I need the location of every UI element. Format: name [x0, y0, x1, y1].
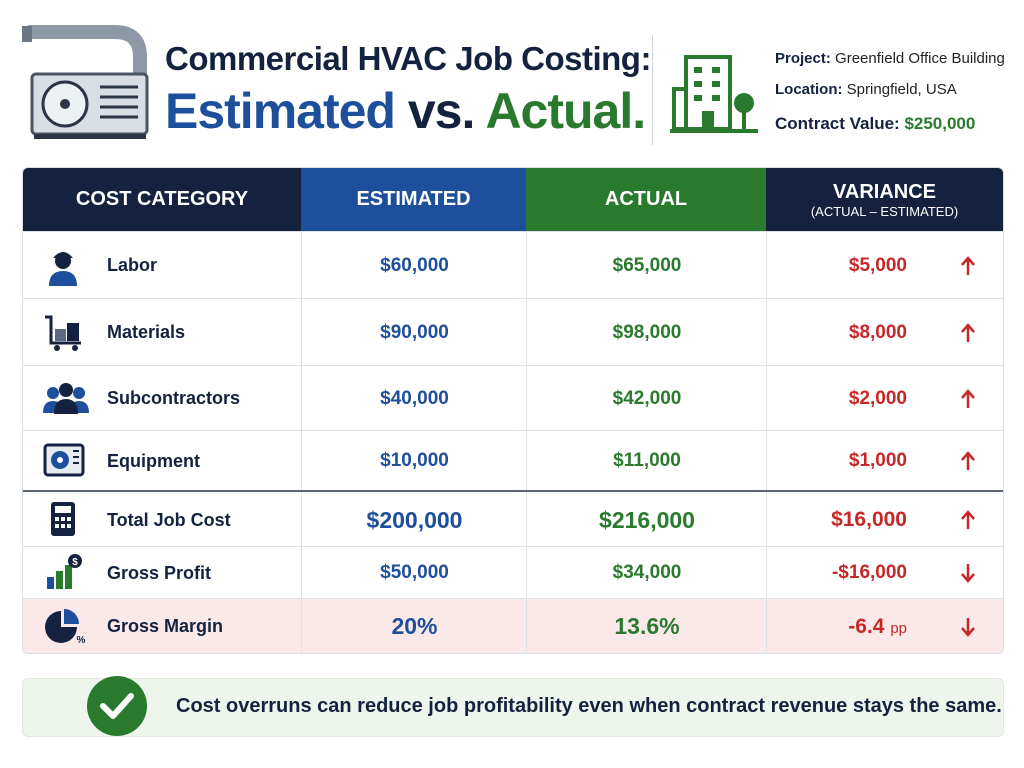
estimated-cell: $60,000: [301, 232, 527, 299]
header-text: ESTIMATED: [356, 188, 471, 210]
category-label: Labor: [107, 255, 158, 275]
check-icon: [87, 676, 147, 736]
variance-cell: $5,000: [766, 232, 1003, 299]
category-cell: Materials: [23, 299, 301, 366]
actual-cell: $34,000: [526, 547, 767, 599]
note-box: Cost overruns can reduce job profitabili…: [22, 676, 1004, 737]
category-label: Subcontractors: [107, 388, 241, 408]
table-row: % Gross Margin 20% 13.6% -6.4 pp: [23, 598, 1003, 653]
category-cell: Equipment: [23, 431, 301, 491]
variance-cell: $1,000: [766, 431, 1003, 491]
actual-cell: 13.6%: [526, 599, 767, 653]
info-line: Contract Value: $250,000: [775, 114, 975, 134]
category-label: Equipment: [107, 450, 200, 471]
estimated-cell: $200,000: [301, 492, 527, 548]
variance-unit: pp: [890, 619, 907, 637]
divider: [652, 35, 653, 145]
variance-cell: $2,000: [766, 366, 1003, 431]
info-line: Project: Greenfield Office Building: [775, 50, 1005, 67]
variance-number: -6.4: [848, 614, 885, 638]
labor-icon: [49, 251, 77, 286]
estimated-cell: $50,000: [301, 547, 527, 599]
variance-value: -$16,000: [831, 562, 907, 583]
category-cell: Total Job Cost: [23, 492, 301, 548]
column-header: ESTIMATED: [301, 168, 526, 231]
cost-table: COST CATEGORY ESTIMATED ACTUAL VARIANCE(…: [22, 167, 1004, 654]
subcontractors-icon: [43, 382, 89, 414]
estimated-cell: $40,000: [301, 366, 527, 431]
info-value: $250,000: [904, 114, 976, 133]
actual-cell: $65,000: [526, 232, 767, 299]
profit-icon: $: [47, 554, 82, 589]
svg-text:%: %: [77, 635, 86, 646]
variance-cell: -6.4 pp: [766, 599, 1003, 653]
estimated-cell: 20%: [301, 599, 527, 653]
up-arrow: [961, 388, 975, 408]
table-row: Total Job Cost $200,000 $216,000 $16,000: [23, 490, 1003, 548]
info-label: Location:: [775, 81, 843, 98]
title-line: Estimated vs. Actual.: [165, 82, 646, 140]
variance-value: $16,000: [831, 508, 907, 531]
table-row: Subcontractors $40,000 $42,000 $2,000: [23, 365, 1003, 431]
estimated-cell: $90,000: [301, 299, 527, 366]
header-subtext: (ACTUAL – ESTIMATED): [810, 203, 959, 219]
hvac-icon: [22, 25, 149, 139]
category-cell: Labor: [23, 232, 301, 299]
actual-cell: $216,000: [526, 492, 767, 548]
actual-cell: $98,000: [526, 299, 767, 366]
variance-cell: $8,000: [766, 299, 1003, 366]
margin-icon: %: [45, 608, 86, 646]
table-row: Materials $90,000 $98,000 $8,000: [23, 298, 1003, 366]
svg-text:$: $: [72, 557, 78, 568]
column-header: VARIANCE (ACTUAL – ESTIMATED): [766, 168, 1003, 231]
actual-cell: $11,000: [526, 431, 767, 491]
title-line: Commercial HVAC Job Costing:: [165, 40, 651, 77]
info-label: Contract Value:: [775, 114, 900, 133]
variance-cell: -$16,000: [766, 547, 1003, 599]
equipment-icon: [43, 443, 85, 477]
variance-value: $2,000: [848, 387, 907, 409]
title-word: vs.: [407, 83, 476, 139]
column-header: COST CATEGORY: [23, 168, 301, 231]
header-text: ACTUAL: [604, 188, 688, 210]
table-row: Equipment $10,000 $11,000 $1,000: [23, 430, 1003, 491]
table-row: Labor $60,000 $65,000 $5,000: [23, 231, 1003, 299]
category-label: Total Job Cost: [107, 509, 231, 530]
up-arrow: [961, 322, 975, 342]
title-word: Estimated: [165, 83, 396, 139]
category-label: Gross Margin: [107, 616, 224, 636]
variance-value: $8,000: [848, 321, 907, 343]
calculator-icon: [51, 502, 75, 536]
building-icon: [670, 55, 758, 133]
down-arrow: [961, 617, 975, 637]
down-arrow: [961, 564, 975, 583]
variance-cell: $16,000: [766, 492, 1003, 548]
category-cell: % Gross Margin: [23, 599, 301, 653]
category-label: Materials: [107, 322, 186, 342]
up-arrow: [961, 451, 975, 470]
info-label: Project:: [775, 50, 831, 67]
estimated-cell: $10,000: [301, 431, 527, 491]
variance-value: -6.4 pp: [848, 615, 907, 639]
up-arrow: [961, 255, 975, 275]
variance-value: $5,000: [848, 254, 907, 276]
info-value: Greenfield Office Building: [835, 50, 1005, 67]
info-line: Location: Springfield, USA: [775, 81, 957, 98]
title-word: Actual.: [485, 83, 646, 139]
materials-icon: [45, 315, 81, 351]
header-text: VARIANCE: [833, 180, 936, 203]
info-value: Springfield, USA: [846, 81, 957, 98]
category-label: Gross Profit: [107, 562, 212, 583]
table-row: $ Gross Profit $50,000 $34,000 -$16,000: [23, 546, 1003, 599]
actual-cell: $42,000: [526, 366, 767, 431]
category-cell: Subcontractors: [23, 366, 301, 431]
header-text: COST CATEGORY: [75, 188, 249, 210]
note-text: Cost overruns can reduce job profitabili…: [176, 695, 1002, 717]
up-arrow: [961, 510, 975, 529]
category-cell: $ Gross Profit: [23, 547, 301, 599]
variance-value: $1,000: [848, 450, 907, 471]
column-header: ACTUAL: [526, 168, 766, 231]
